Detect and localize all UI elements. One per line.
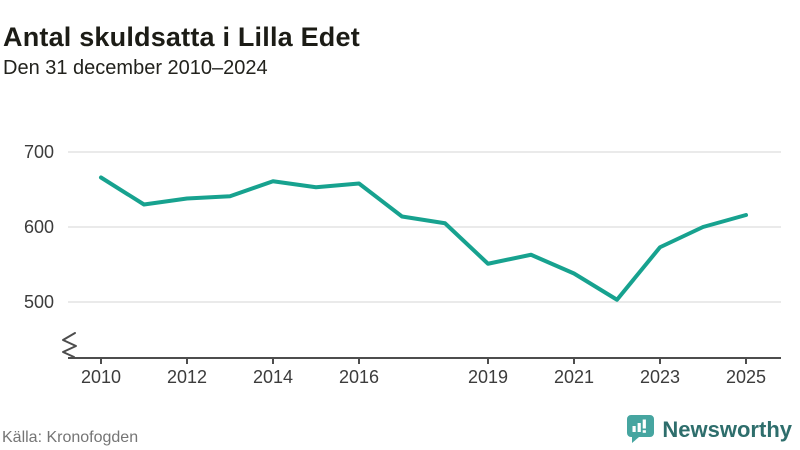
y-tick-label: 500: [24, 292, 54, 312]
source-label: Källa: Kronofogden: [2, 429, 139, 446]
chart-subtitle: Den 31 december 2010–2024: [3, 57, 268, 79]
y-tick-label: 600: [24, 217, 54, 237]
axis-break-squiggle: [62, 332, 77, 358]
x-tick-label: 2012: [167, 367, 207, 387]
newsworthy-wordmark: Newsworthy: [662, 416, 792, 442]
chart-title: Antal skuldsatta i Lilla Edet: [3, 22, 360, 53]
x-tick-label: 2021: [554, 367, 594, 387]
x-tick-label: 2019: [468, 367, 508, 387]
x-tick-label: 2016: [339, 367, 379, 387]
x-tick-label: 2010: [81, 367, 121, 387]
y-tick-label: 700: [24, 142, 54, 162]
x-tick-label: 2023: [640, 367, 680, 387]
newsworthy-logo[interactable]: Newsworthy: [627, 415, 792, 444]
x-tick-label: 2025: [726, 367, 766, 387]
data-line: [99, 175, 748, 302]
x-tick-label: 2014: [253, 367, 293, 387]
newsworthy-icon: [627, 415, 655, 443]
